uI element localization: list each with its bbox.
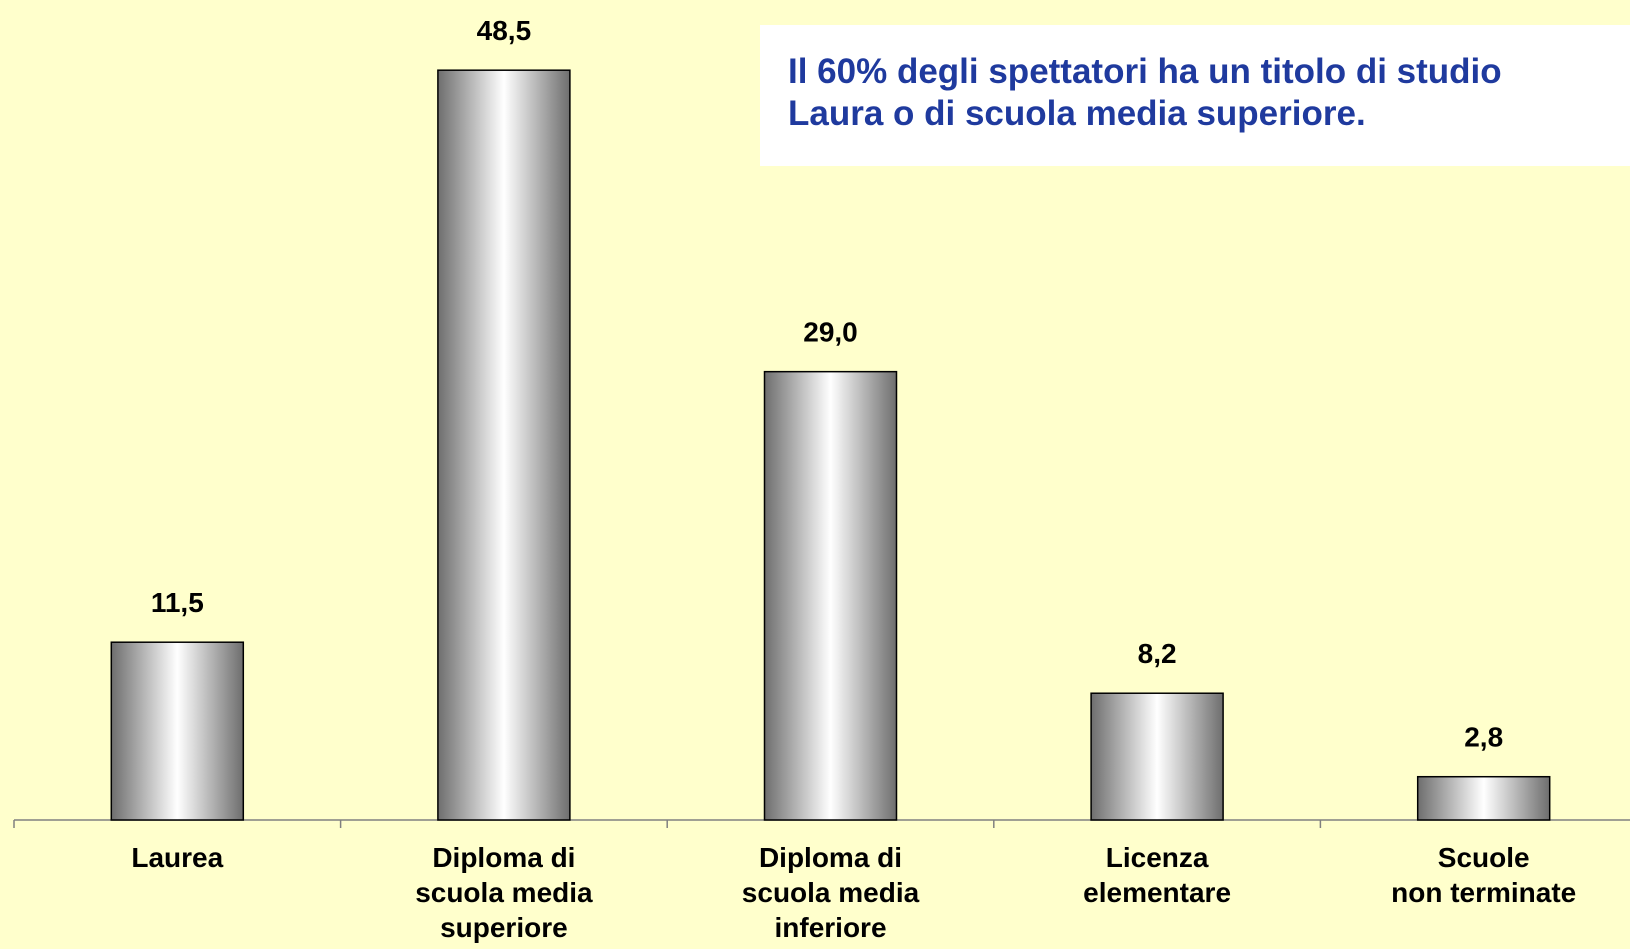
value-label: 2,8	[1464, 722, 1503, 753]
bar	[110, 641, 245, 821]
bar	[1090, 692, 1224, 821]
x-tick-label: Scuole non terminate	[1391, 842, 1577, 908]
value-label: 48,5	[477, 15, 532, 46]
x-tick-label: Licenza elementare	[1083, 842, 1232, 908]
x-tick-label: Diploma di scuola media superiore	[415, 842, 593, 943]
annotation: Il 60% degli spettatori ha un titolo di …	[760, 25, 1630, 166]
bar	[763, 370, 898, 821]
x-tick-label: Laurea	[131, 842, 224, 873]
x-tick-label: Diploma di scuola media inferiore	[741, 842, 920, 943]
bar	[437, 69, 571, 821]
bar	[1416, 775, 1551, 821]
value-label: 29,0	[803, 317, 858, 348]
value-label: 8,2	[1138, 638, 1177, 669]
value-label: 11,5	[151, 587, 204, 618]
